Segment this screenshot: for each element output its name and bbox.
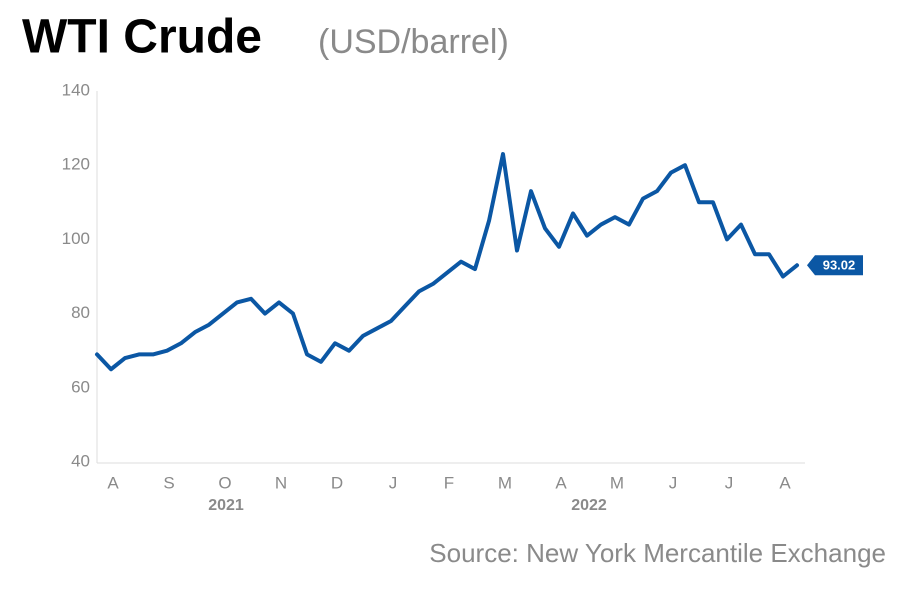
year-label: 2021 xyxy=(208,497,244,514)
year-label: 2022 xyxy=(571,497,607,514)
x-tick-label: O xyxy=(218,473,231,492)
x-tick-label: J xyxy=(669,473,678,492)
x-tick-label: J xyxy=(389,473,398,492)
x-tick-label: A xyxy=(107,473,119,492)
y-tick-label: 120 xyxy=(62,155,90,174)
x-tick-label: F xyxy=(444,473,454,492)
y-tick-label: 40 xyxy=(71,451,90,470)
x-tick-label: S xyxy=(163,473,174,492)
x-tick-label: A xyxy=(555,473,567,492)
x-tick-label: A xyxy=(779,473,791,492)
value-label-box xyxy=(807,255,863,276)
value-label: 93.02 xyxy=(823,258,856,273)
y-tick-label: 60 xyxy=(71,377,90,396)
x-tick-label: J xyxy=(725,473,734,492)
x-tick-label: M xyxy=(498,473,512,492)
x-tick-label: M xyxy=(610,473,624,492)
x-tick-label: N xyxy=(275,473,287,492)
price-line xyxy=(95,152,799,372)
y-tick-label: 80 xyxy=(71,303,90,322)
chart-subtitle: (USD/barrel) xyxy=(318,23,509,61)
x-tick-label: D xyxy=(331,473,343,492)
chart-title: WTI Crude xyxy=(22,11,262,64)
y-tick-label: 140 xyxy=(62,80,90,99)
source-note: Source: New York Mercantile Exchange xyxy=(429,538,886,568)
y-tick-label: 100 xyxy=(62,229,90,248)
